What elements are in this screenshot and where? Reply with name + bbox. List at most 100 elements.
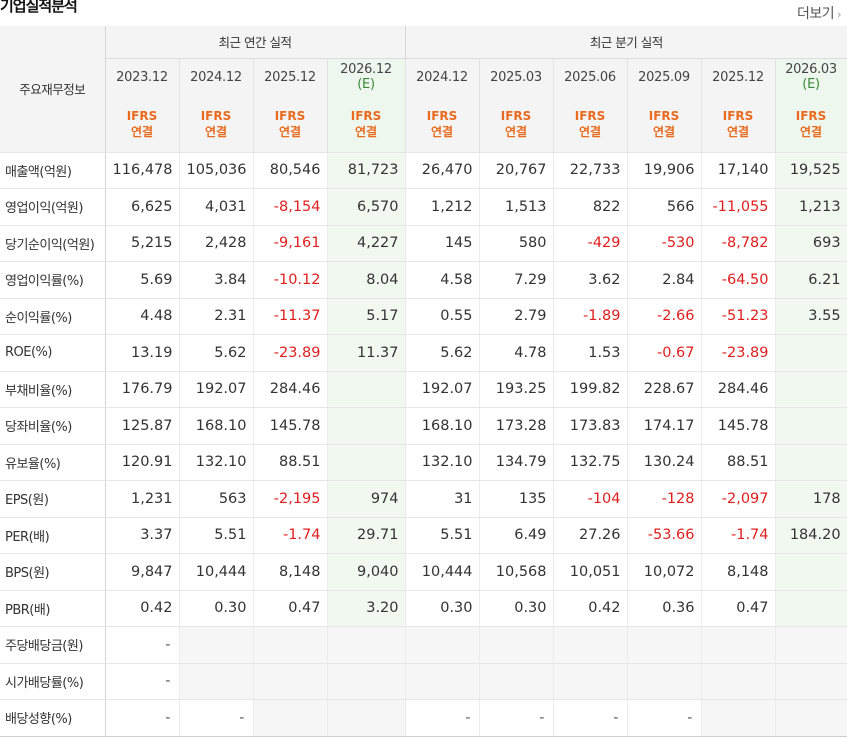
table-cell: 31 <box>404 480 480 518</box>
table-cell: 26,470 <box>404 151 480 189</box>
table-cell: - <box>553 699 628 737</box>
accounting-label: IFRS <box>722 108 754 123</box>
consolidation-label: 연결 <box>578 124 602 139</box>
row-label: 주당배당금(원) <box>0 626 106 664</box>
table-row: BPS(원) 9,847 10,444 8,148 9,040 10,444 10,568 1… <box>0 553 847 591</box>
consolidation-label: 연결 <box>130 124 154 139</box>
row-label: 부채비율(%) <box>0 370 106 408</box>
table-cell: -64.50 <box>701 261 776 299</box>
table-cell: 5,215 <box>105 225 180 262</box>
period-header: 2024.12 <box>179 58 254 96</box>
table-cell: 4.78 <box>479 334 554 372</box>
table-row: 부채비율(%) 176.79 192.07 284.46 192.07 193.25 199… <box>0 370 847 408</box>
row-label: 시가배당률(%) <box>0 663 106 700</box>
table-cell: 5.51 <box>404 517 480 554</box>
table-cell <box>775 553 847 591</box>
row-label: 당좌비율(%) <box>0 407 106 445</box>
table-cell: 130.24 <box>627 444 702 481</box>
table-row: 시가배당률(%) - <box>0 663 847 700</box>
table-cell: 176.79 <box>105 370 180 408</box>
table-cell <box>479 663 554 700</box>
table-cell: -8,782 <box>701 225 776 262</box>
row-label: 영업이익률(%) <box>0 261 106 299</box>
consolidation-label: 연결 <box>278 124 302 139</box>
table-cell <box>775 626 847 664</box>
table-cell: 693 <box>775 225 847 262</box>
consolidation-label: 연결 <box>204 124 228 139</box>
accounting-label: IFRS <box>200 108 232 123</box>
accounting-label: IFRS <box>795 108 827 123</box>
period-label: 2024.12 <box>190 69 242 85</box>
row-label: ROE(%) <box>0 334 106 372</box>
table-cell: 2,428 <box>179 225 254 262</box>
table-cell: -10.12 <box>253 261 328 299</box>
table-cell: 0.30 <box>179 590 254 627</box>
table-cell: 7.29 <box>479 261 554 299</box>
table-cell: 134.79 <box>479 444 554 481</box>
table-cell: 0.30 <box>404 590 480 627</box>
table-cell: 81,723 <box>327 151 406 189</box>
table-cell: 284.46 <box>701 370 776 408</box>
quarter-group-header: 최근 분기 실적 <box>404 26 847 59</box>
table-row: EPS(원) 1,231 563 -2,195 974 31 135 -104 -128 -2,0… <box>0 480 847 518</box>
table-cell: 145 <box>404 225 480 262</box>
table-cell: 0.47 <box>253 590 328 627</box>
table-cell: 1,513 <box>479 188 554 226</box>
period-header: 2024.12 <box>404 58 480 96</box>
row-label: 순이익률(%) <box>0 298 106 335</box>
table-cell: -0.67 <box>627 334 702 372</box>
table-cell: 105,036 <box>179 151 254 189</box>
period-header: 2023.12 <box>105 58 180 96</box>
table-cell: 193.25 <box>479 370 554 408</box>
table-cell: 0.42 <box>553 590 628 627</box>
table-cell: 6,625 <box>105 188 180 226</box>
table-cell: -2,195 <box>253 480 328 518</box>
table-cell: 88.51 <box>253 444 328 481</box>
accounting-standard: IFRS 연결 <box>327 96 406 153</box>
table-cell: 88.51 <box>701 444 776 481</box>
table-cell <box>404 663 480 700</box>
accounting-standard: IFRS 연결 <box>627 96 702 153</box>
table-cell <box>701 626 776 664</box>
table-cell: - <box>627 699 702 737</box>
accounting-standard: IFRS 연결 <box>179 96 254 153</box>
accounting-label: IFRS <box>274 108 306 123</box>
table-cell: 4.58 <box>404 261 480 299</box>
estimate-mark: (E) <box>357 77 375 93</box>
table-row: PER(배) 3.37 5.51 -1.74 29.71 5.51 6.49 27.26 -53… <box>0 517 847 554</box>
table-cell: -1.89 <box>553 298 628 335</box>
table-cell: 11.37 <box>327 334 406 372</box>
accounting-standard: IFRS 연결 <box>479 96 554 153</box>
table-cell: 125.87 <box>105 407 180 445</box>
table-cell: 228.67 <box>627 370 702 408</box>
table-cell <box>775 590 847 627</box>
table-cell: -104 <box>553 480 628 518</box>
table-cell: 563 <box>179 480 254 518</box>
table-cell: -128 <box>627 480 702 518</box>
more-link[interactable]: 더보기 › <box>797 3 842 23</box>
table-cell: 5.51 <box>179 517 254 554</box>
period-label: 2023.12 <box>116 69 168 85</box>
table-cell <box>553 663 628 700</box>
table-cell <box>775 444 847 481</box>
accounting-standard: IFRS 연결 <box>701 96 776 153</box>
table-cell: 10,568 <box>479 553 554 591</box>
table-cell: 9,040 <box>327 553 406 591</box>
accounting-label: IFRS <box>426 108 458 123</box>
row-header-label: 주요재무정보 <box>0 26 106 153</box>
table-cell: -53.66 <box>627 517 702 554</box>
row-label: 영업이익(억원) <box>0 188 106 226</box>
table-cell <box>775 663 847 700</box>
table-row: 영업이익(억원) 6,625 4,031 -8,154 6,570 1,212 1,513 8… <box>0 188 847 226</box>
table-cell: 0.36 <box>627 590 702 627</box>
table-cell <box>627 663 702 700</box>
table-cell: 4.48 <box>105 298 180 335</box>
table-cell: 13.19 <box>105 334 180 372</box>
table-cell: 116,478 <box>105 151 180 189</box>
row-label: PBR(배) <box>0 590 106 627</box>
period-label: 2025.12 <box>264 69 316 85</box>
section-title: 기업실적분석 <box>0 0 78 15</box>
table-cell <box>775 334 847 372</box>
table-cell: 135 <box>479 480 554 518</box>
table-cell <box>701 699 776 737</box>
